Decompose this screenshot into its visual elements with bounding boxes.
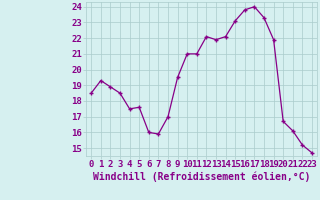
X-axis label: Windchill (Refroidissement éolien,°C): Windchill (Refroidissement éolien,°C) xyxy=(93,172,310,182)
